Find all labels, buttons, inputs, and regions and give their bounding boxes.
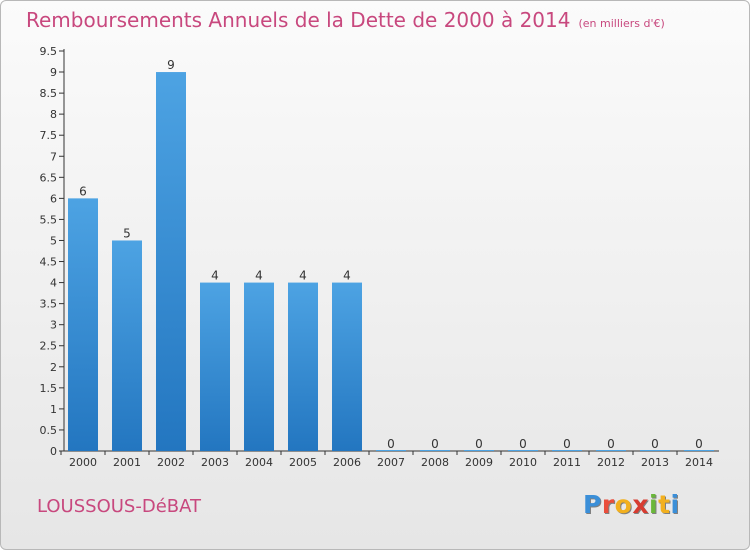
data-label: 4 xyxy=(299,269,307,283)
x-tick-label: 2003 xyxy=(201,456,229,469)
logo-letter: i xyxy=(649,490,659,519)
x-tick-label: 2006 xyxy=(333,456,361,469)
chart-title-text: Remboursements Annuels de la Dette de 20… xyxy=(26,8,571,32)
data-label: 0 xyxy=(563,437,571,451)
x-tick-label: 2002 xyxy=(157,456,185,469)
commune-name: LOUSSOUS-DéBAT xyxy=(37,496,202,517)
y-tick-label: 0.5 xyxy=(40,424,58,437)
bar xyxy=(68,198,98,451)
data-label: 0 xyxy=(695,437,703,451)
x-tick-label: 2008 xyxy=(421,456,449,469)
logo-letter: x xyxy=(632,490,649,519)
bar xyxy=(156,72,186,451)
label-layer: 6 5 9 4 4 4 4 0 0 0 0 0 0 0 0 xyxy=(79,58,703,451)
data-label: 0 xyxy=(607,437,615,451)
x-tick-label: 2010 xyxy=(509,456,537,469)
bar xyxy=(508,450,538,451)
data-label: 4 xyxy=(343,269,351,283)
bar xyxy=(596,450,626,451)
data-label: 0 xyxy=(651,437,659,451)
y-tick-label: 8.5 xyxy=(40,87,58,100)
data-label: 5 xyxy=(123,226,131,240)
y-tick-label: 8 xyxy=(50,108,57,121)
data-label: 0 xyxy=(431,437,439,451)
chart-unit-note: (en milliers d'€) xyxy=(578,17,665,30)
y-tick-label: 0 xyxy=(50,445,57,458)
x-tick-label: 2007 xyxy=(377,456,405,469)
y-tick-label: 3.5 xyxy=(40,298,58,311)
bar xyxy=(640,450,670,451)
data-label: 0 xyxy=(519,437,527,451)
bar-layer xyxy=(68,72,714,451)
logo-letter: P xyxy=(583,490,602,519)
logo-letter: i xyxy=(670,490,680,519)
logo-letter: t xyxy=(658,490,671,519)
x-tick-label: 2001 xyxy=(113,456,141,469)
y-tick-label: 2 xyxy=(50,361,57,374)
bar xyxy=(464,450,494,451)
y-tick-label: 9.5 xyxy=(40,45,58,58)
y-tick-label: 5.5 xyxy=(40,213,58,226)
x-tick-label: 2000 xyxy=(69,456,97,469)
x-tick-label: 2009 xyxy=(465,456,493,469)
data-label: 4 xyxy=(211,269,219,283)
logo-letter: o xyxy=(614,490,633,519)
bar xyxy=(112,240,142,451)
data-label: 4 xyxy=(255,269,263,283)
y-tick-label: 1.5 xyxy=(40,382,58,395)
bar xyxy=(244,282,274,451)
y-tick-label: 5 xyxy=(50,234,57,247)
logo-letter: r xyxy=(601,490,615,519)
bar xyxy=(420,450,450,451)
x-tick-label: 2004 xyxy=(245,456,273,469)
y-tick-label: 6.5 xyxy=(40,171,58,184)
x-tick-label: 2012 xyxy=(597,456,625,469)
proxiti-logo[interactable]: Proxiti xyxy=(583,490,680,519)
x-tick-label: 2005 xyxy=(289,456,317,469)
bar xyxy=(200,282,230,451)
y-tick-label: 4.5 xyxy=(40,256,58,269)
bar xyxy=(332,282,362,451)
y-tick-label: 7.5 xyxy=(40,129,58,142)
data-label: 0 xyxy=(387,437,395,451)
data-label: 6 xyxy=(79,184,87,198)
x-tick-label: 2014 xyxy=(685,456,713,469)
bar xyxy=(376,450,406,451)
axis-layer: 0 0.5 1 1.5 2 2.5 3 3.5 4 4.5 5 5.5 6 6.5 7 7.5 8 8.5 9 9.5… xyxy=(40,45,719,469)
x-tick-label: 2011 xyxy=(553,456,581,469)
y-tick-label: 7 xyxy=(50,150,57,163)
bar xyxy=(552,450,582,451)
y-tick-label: 9 xyxy=(50,66,57,79)
y-tick-label: 2.5 xyxy=(40,340,58,353)
data-label: 0 xyxy=(475,437,483,451)
y-tick-label: 1 xyxy=(50,403,57,416)
y-tick-label: 3 xyxy=(50,319,57,332)
bar xyxy=(684,450,714,451)
bar xyxy=(288,282,318,451)
data-label: 9 xyxy=(167,58,175,72)
y-tick-label: 6 xyxy=(50,192,57,205)
y-tick-label: 4 xyxy=(50,277,57,290)
x-tick-label: 2013 xyxy=(641,456,669,469)
chart-title: Remboursements Annuels de la Dette de 20… xyxy=(26,8,665,32)
